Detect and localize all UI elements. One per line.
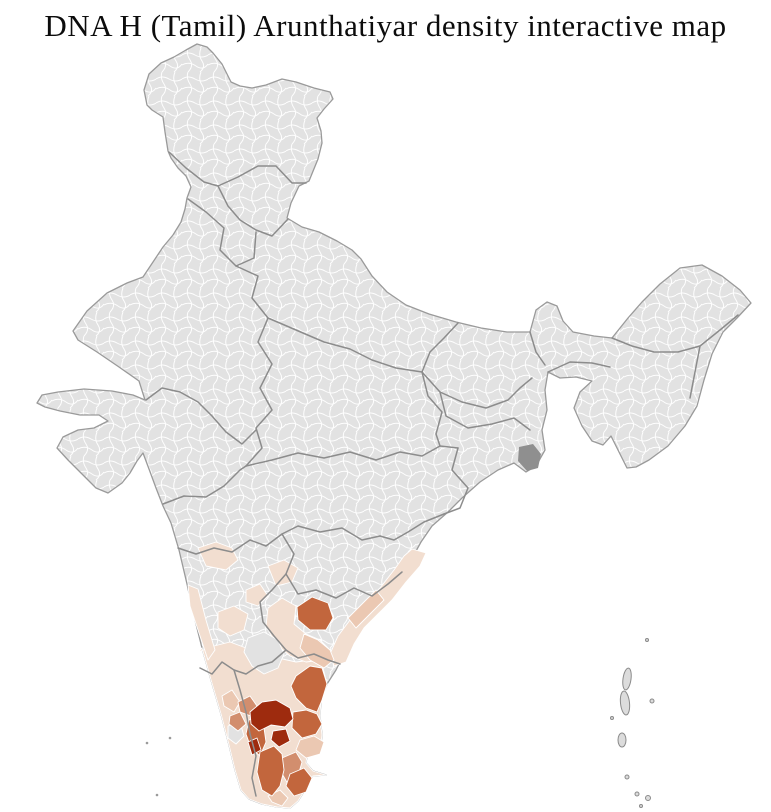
district-shape[interactable]: [197, 541, 239, 571]
lakshadweep-islands[interactable]: [145, 736, 172, 797]
sundarbans-delta[interactable]: [518, 444, 541, 471]
district-shape[interactable]: [249, 699, 294, 732]
district-shape[interactable]: [217, 605, 249, 637]
district-shape[interactable]: [187, 584, 216, 661]
andaman-nicobar-islands[interactable]: [610, 638, 655, 808]
district-shape[interactable]: [291, 709, 323, 739]
district-shape[interactable]: [267, 559, 299, 587]
districts-density-very-high[interactable]: [247, 699, 294, 756]
district-shape[interactable]: [270, 728, 291, 748]
district-shape[interactable]: [295, 735, 325, 759]
districts-density-high[interactable]: [245, 596, 334, 797]
district-shape[interactable]: [228, 711, 247, 732]
district-shape[interactable]: [347, 589, 385, 629]
district-shape[interactable]: [296, 596, 334, 631]
district-shape[interactable]: [285, 767, 313, 797]
india-mainland[interactable]: [36, 43, 752, 809]
state-boundaries: [145, 151, 739, 797]
districts-density-low[interactable]: [221, 589, 385, 807]
district-shape[interactable]: [256, 745, 285, 797]
district-shape[interactable]: [247, 737, 262, 756]
district-shape[interactable]: [221, 689, 241, 713]
district-shape[interactable]: [290, 665, 328, 713]
page-title: DNA H (Tamil) Arunthatiyar density inter…: [44, 8, 727, 43]
district-shape[interactable]: [243, 631, 285, 675]
